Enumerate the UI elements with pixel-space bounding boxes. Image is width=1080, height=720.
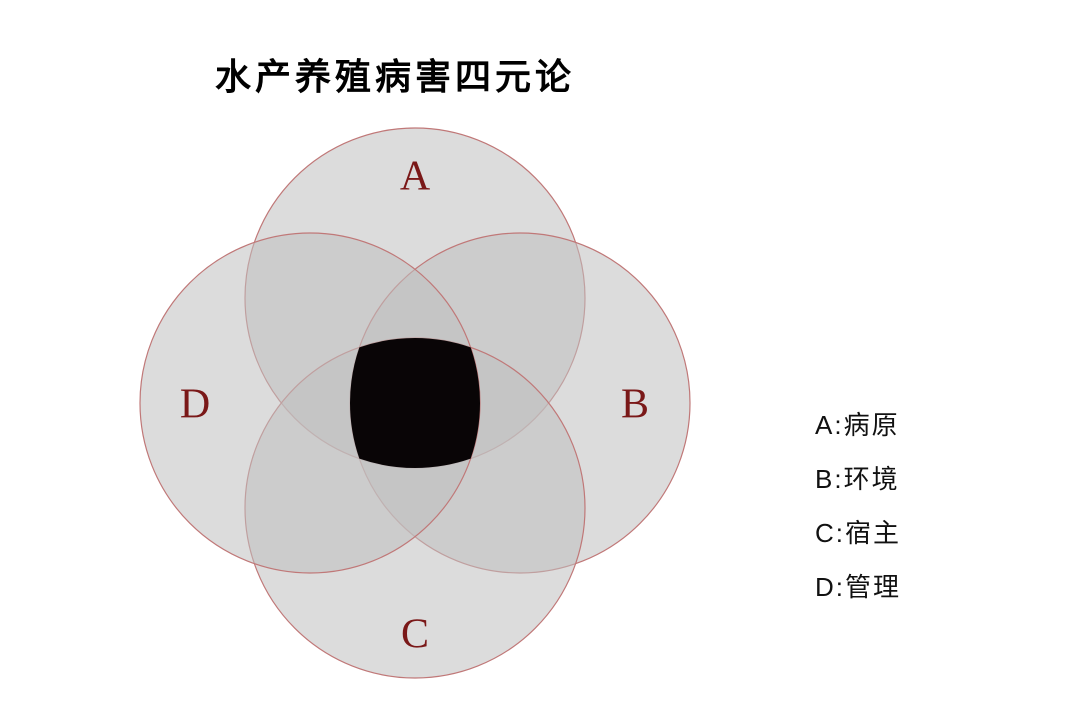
legend-item-d: D:管理 — [815, 560, 901, 614]
diagram-canvas: 水产养殖病害四元论 A B C D A:病原 B:环境 C:宿主 D:管理 — [0, 0, 1080, 720]
venn-label-c: C — [401, 612, 429, 658]
venn-label-b: B — [621, 382, 649, 428]
venn-diagram: A B C D — [130, 118, 700, 688]
diagram-title: 水产养殖病害四元论 — [215, 48, 575, 100]
venn-label-d: D — [180, 382, 210, 428]
legend-item-c: C:宿主 — [815, 506, 901, 560]
venn-label-a: A — [400, 154, 431, 200]
legend: A:病原 B:环境 C:宿主 D:管理 — [815, 398, 901, 614]
legend-item-a: A:病原 — [815, 398, 901, 452]
legend-item-b: B:环境 — [815, 452, 901, 506]
venn-center-blob — [350, 338, 480, 468]
